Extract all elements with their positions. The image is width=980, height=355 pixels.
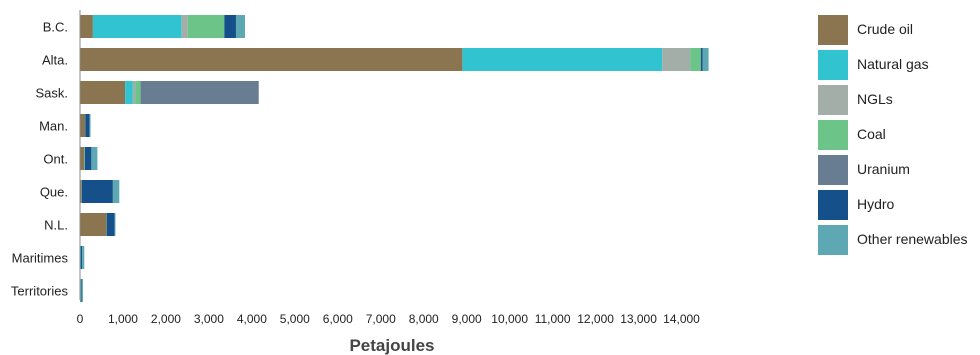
legend-swatch bbox=[818, 120, 848, 150]
y-tick-label: Maritimes bbox=[12, 251, 69, 266]
legend-swatch bbox=[818, 155, 848, 185]
bar-segment bbox=[700, 48, 703, 71]
bar-segment bbox=[132, 81, 136, 104]
y-tick-label: Territories bbox=[11, 284, 69, 299]
bar-segment bbox=[114, 213, 116, 236]
bar-segment bbox=[89, 114, 91, 137]
legend-swatch bbox=[818, 50, 848, 80]
y-tick-label: N.L. bbox=[44, 218, 68, 233]
bar-segment bbox=[91, 147, 98, 170]
bar-segment bbox=[80, 81, 126, 104]
x-tick-label: 0 bbox=[77, 312, 84, 326]
bar-segment bbox=[702, 48, 709, 71]
bar-segment bbox=[80, 180, 82, 203]
y-tick-label: B.C. bbox=[43, 20, 68, 35]
legend-swatch bbox=[818, 225, 848, 255]
legend-label: Uranium bbox=[857, 161, 910, 177]
bar-segment bbox=[81, 180, 113, 203]
legend-label: Natural gas bbox=[857, 56, 929, 72]
bar-segment bbox=[187, 15, 225, 38]
bar-segment bbox=[80, 15, 93, 38]
bar-segment bbox=[92, 15, 182, 38]
legend-swatch bbox=[818, 85, 848, 115]
legend-label: Crude oil bbox=[857, 21, 914, 37]
bar-segment bbox=[85, 114, 90, 137]
x-tick-label: 6,000 bbox=[323, 312, 353, 326]
legend-label: Other renewables bbox=[857, 231, 968, 247]
bar-segment bbox=[80, 246, 83, 269]
bar-segment bbox=[181, 15, 188, 38]
x-axis-label: Petajoules bbox=[349, 336, 434, 355]
x-tick-label: 2,000 bbox=[151, 312, 181, 326]
y-tick-label: Ont. bbox=[43, 152, 68, 167]
bar-segment bbox=[135, 81, 141, 104]
bar-segment bbox=[81, 279, 83, 302]
bar-segment bbox=[80, 48, 463, 71]
legend-swatch bbox=[818, 190, 848, 220]
bar-segment bbox=[80, 114, 86, 137]
bar-segment bbox=[235, 15, 245, 38]
legend-swatch bbox=[818, 15, 848, 45]
bar-segment bbox=[662, 48, 691, 71]
bar-segment bbox=[690, 48, 701, 71]
x-tick-label: 7,000 bbox=[366, 312, 396, 326]
x-tick-label: 12,000 bbox=[577, 312, 614, 326]
bar-segment bbox=[224, 15, 236, 38]
x-tick-label: 11,000 bbox=[535, 312, 571, 326]
y-axis-tick-labels: B.C. Alta. Sask. Man. Ont. Que. N.L. Maritimes T… bbox=[11, 20, 69, 299]
x-tick-label: 9,000 bbox=[452, 312, 482, 326]
x-tick-label: 13,000 bbox=[620, 312, 657, 326]
bars-layer bbox=[80, 15, 709, 302]
legend-label: Hydro bbox=[857, 196, 895, 212]
x-tick-label: 5,000 bbox=[280, 312, 310, 326]
y-tick-label: Man. bbox=[39, 119, 68, 134]
x-tick-label: 3,000 bbox=[194, 312, 224, 326]
x-tick-label: 14,000 bbox=[663, 312, 700, 326]
y-tick-label: Que. bbox=[40, 185, 68, 200]
y-tick-label: Sask. bbox=[35, 86, 68, 101]
bar-segment bbox=[80, 147, 85, 170]
bar-segment bbox=[84, 147, 92, 170]
bar-segment bbox=[125, 81, 133, 104]
bar-segment bbox=[80, 213, 107, 236]
legend-label: Coal bbox=[857, 126, 886, 142]
x-axis-tick-labels: 0 1,000 2,000 3,000 4,000 5,000 6,000 7,000 8,00… bbox=[77, 312, 701, 326]
bar-segment bbox=[106, 213, 115, 236]
x-tick-label: 4,000 bbox=[237, 312, 267, 326]
bar-segment bbox=[82, 246, 85, 269]
y-tick-label: Alta. bbox=[42, 53, 68, 68]
x-tick-label: 1,000 bbox=[108, 312, 138, 326]
bar-segment bbox=[80, 246, 82, 269]
x-tick-label: 8,000 bbox=[409, 312, 439, 326]
legend-label: NGLs bbox=[857, 91, 893, 107]
bar-segment bbox=[140, 81, 259, 104]
bar-segment bbox=[462, 48, 663, 71]
bar-segment bbox=[80, 279, 82, 302]
x-tick-label: 10,000 bbox=[491, 312, 528, 326]
bar-segment bbox=[112, 180, 120, 203]
bar-segment bbox=[84, 147, 86, 170]
bar-segment bbox=[82, 279, 83, 302]
